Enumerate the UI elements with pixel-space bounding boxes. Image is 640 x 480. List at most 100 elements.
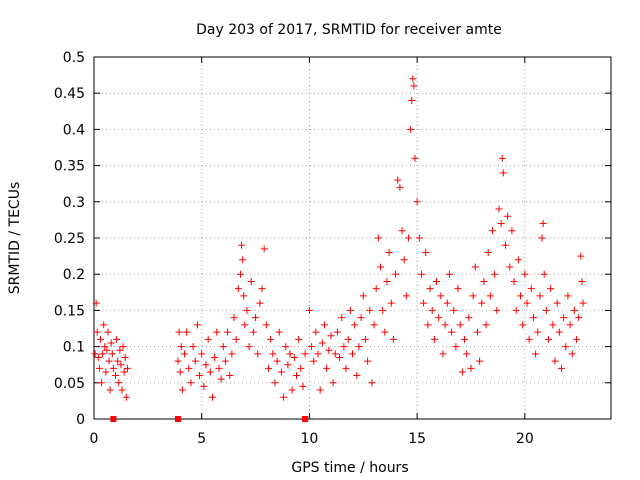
data-point <box>106 386 114 394</box>
data-point <box>484 248 492 256</box>
x-tick-label: 15 <box>408 431 426 447</box>
data-point <box>536 292 544 300</box>
data-point <box>443 299 451 307</box>
data-point <box>336 353 344 361</box>
data-point <box>96 335 104 343</box>
data-point <box>482 321 490 329</box>
data-point <box>221 357 229 365</box>
data-point <box>226 372 234 380</box>
data-point <box>178 386 186 394</box>
data-point <box>408 96 416 104</box>
y-tick-label: 0.45 <box>54 86 85 102</box>
y-tick-label: 0.1 <box>63 340 85 356</box>
y-tick-label: 0.05 <box>54 376 85 392</box>
data-point <box>411 154 419 162</box>
data-point <box>262 321 270 329</box>
data-point <box>114 357 122 365</box>
data-point <box>342 364 350 372</box>
data-point <box>577 252 585 260</box>
data-point <box>92 299 100 307</box>
x-tick-label: 10 <box>301 431 319 447</box>
data-point <box>525 335 533 343</box>
data-point <box>361 335 369 343</box>
data-point <box>398 227 406 235</box>
data-point <box>104 328 112 336</box>
data-point <box>430 335 438 343</box>
data-point <box>120 368 128 376</box>
data-point <box>510 277 518 285</box>
data-point <box>99 350 107 358</box>
data-point <box>410 82 418 90</box>
data-point <box>402 292 410 300</box>
data-point <box>102 368 110 376</box>
data-point <box>189 343 197 351</box>
data-point <box>286 350 294 358</box>
data-point <box>236 270 244 278</box>
data-point <box>277 368 285 376</box>
data-point <box>392 270 400 278</box>
data-point <box>463 350 471 358</box>
data-point <box>578 277 586 285</box>
data-point <box>542 306 550 314</box>
data-point <box>547 285 555 293</box>
data-point <box>551 357 559 365</box>
data-point <box>314 350 322 358</box>
data-point <box>456 321 464 329</box>
data-point <box>243 306 251 314</box>
data-point <box>433 277 441 285</box>
data-point <box>119 343 127 351</box>
data-point <box>310 357 318 365</box>
data-point <box>282 343 290 351</box>
axis-ticks: 0 0.05 0.1 0.15 0.2 0.25 0.3 0.35 0.4 0.45 0.5 0 5 10… <box>54 50 611 447</box>
data-point <box>292 372 300 380</box>
data-point <box>379 306 387 314</box>
data-point <box>428 306 436 314</box>
data-point <box>557 364 565 372</box>
data-point <box>498 154 506 162</box>
data-point <box>437 292 445 300</box>
data-point <box>512 306 520 314</box>
data-point <box>527 285 535 293</box>
data-point <box>351 321 359 329</box>
data-point <box>247 277 255 285</box>
data-point <box>240 292 248 300</box>
data-point <box>413 198 421 206</box>
data-point <box>495 205 503 213</box>
x-tick-label: 5 <box>197 431 206 447</box>
y-tick-label: 0.15 <box>54 303 85 319</box>
data-point <box>295 335 303 343</box>
data-point <box>353 372 361 380</box>
zero-point <box>175 416 182 422</box>
data-point <box>389 335 397 343</box>
data-point <box>338 314 346 322</box>
zero-point <box>302 416 309 422</box>
data-point <box>374 234 382 242</box>
data-point <box>98 379 106 387</box>
data-point <box>183 328 191 336</box>
data-point <box>394 176 402 184</box>
data-point <box>564 292 572 300</box>
data-point <box>396 183 404 191</box>
data-point <box>108 350 116 358</box>
data-point <box>269 350 277 358</box>
data-point <box>329 379 337 387</box>
data-point <box>273 357 281 365</box>
data-point <box>116 346 124 354</box>
data-point <box>452 343 460 351</box>
data-point <box>545 335 553 343</box>
data-point <box>115 379 123 387</box>
data-point <box>258 285 266 293</box>
data-point <box>206 368 214 376</box>
data-point <box>256 299 264 307</box>
y-tick-label: 0.2 <box>63 267 85 283</box>
data-point <box>344 335 352 343</box>
data-point <box>316 386 324 394</box>
data-point <box>245 343 253 351</box>
data-point <box>478 299 486 307</box>
data-point <box>217 375 225 383</box>
data-point <box>501 241 509 249</box>
data-point <box>215 364 223 372</box>
data-point <box>385 248 393 256</box>
data-point <box>219 343 227 351</box>
